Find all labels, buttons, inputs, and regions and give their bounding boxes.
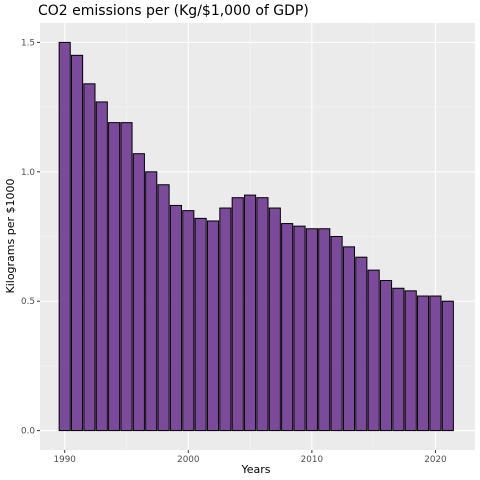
- y-tick-label: 0.0: [21, 427, 35, 437]
- bar-2015: [367, 269, 380, 432]
- bar-1993: [95, 101, 108, 432]
- bar-2020: [429, 295, 442, 432]
- bar-2004: [231, 197, 244, 432]
- bar-2000: [182, 210, 195, 432]
- bar-2001: [194, 217, 207, 432]
- bar-2003: [219, 207, 232, 432]
- x-tick-label: 2000: [177, 455, 200, 465]
- bar-2014: [355, 256, 368, 432]
- bar-2018: [404, 290, 417, 432]
- bar-2009: [293, 225, 306, 432]
- bar-2019: [417, 295, 430, 432]
- bar-2005: [244, 194, 257, 432]
- bars: [58, 41, 454, 432]
- bar-2011: [318, 228, 331, 432]
- bar-2010: [305, 228, 318, 432]
- bar-2007: [268, 207, 281, 432]
- y-axis-ticks: 0.0 0.5 1.0 1.5: [21, 38, 40, 437]
- bar-1991: [71, 54, 84, 432]
- bar-1995: [120, 122, 133, 432]
- y-tick-label: 1.0: [21, 168, 35, 178]
- bar-1997: [145, 171, 158, 432]
- x-tick-label: 2010: [301, 455, 324, 465]
- bar-2021: [441, 300, 454, 432]
- bar-1992: [83, 83, 96, 432]
- bar-1996: [132, 153, 145, 432]
- bar-2002: [206, 220, 220, 432]
- bar-1999: [169, 204, 182, 432]
- bar-2006: [256, 197, 269, 432]
- x-tick-label: 1990: [54, 455, 77, 465]
- bar-1998: [157, 184, 170, 432]
- bar-1990: [58, 41, 71, 432]
- bar-2012: [330, 236, 343, 432]
- y-axis-title: Kilograms per $1000: [4, 178, 17, 293]
- y-tick-label: 0.5: [21, 297, 35, 307]
- chart-title: CO2 emissions per (Kg/$1,000 of GDP): [38, 3, 309, 19]
- bar-2017: [392, 287, 405, 432]
- x-axis-title: Years: [240, 463, 270, 476]
- x-tick-label: 2020: [424, 455, 447, 465]
- bar-2008: [281, 223, 294, 432]
- bar-2016: [379, 279, 393, 432]
- x-axis-ticks: 1990 2000 2010 2020: [54, 450, 447, 465]
- y-tick-label: 1.5: [21, 38, 35, 48]
- bar-1994: [108, 122, 121, 432]
- bar-2013: [342, 246, 356, 432]
